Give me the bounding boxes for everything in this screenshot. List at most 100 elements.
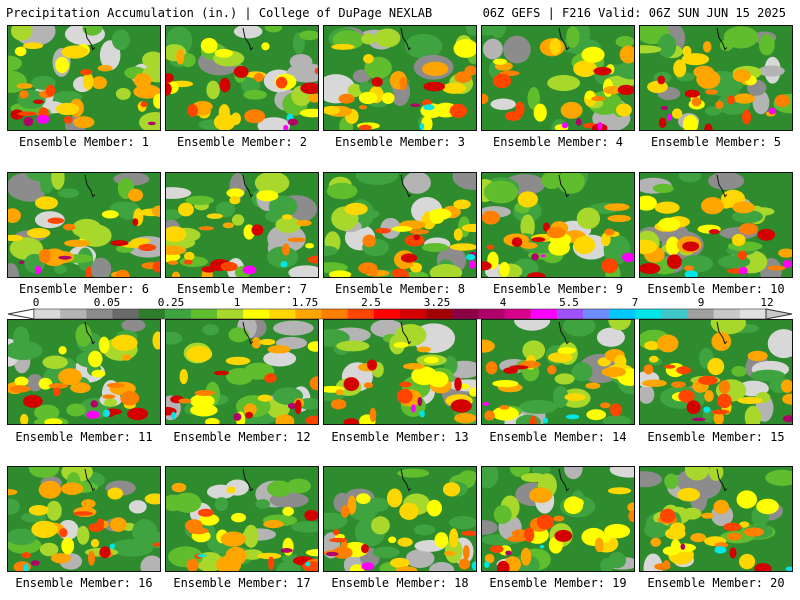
coastline bbox=[400, 174, 412, 198]
ensemble-map-panel bbox=[165, 466, 319, 572]
colorbar-swatch bbox=[504, 309, 532, 319]
colorbar-max-arrow bbox=[765, 308, 793, 320]
coastline bbox=[84, 468, 96, 492]
ensemble-member-label: Ensemble Member: 7 bbox=[176, 282, 308, 296]
colorbar-tick-label: 12 bbox=[760, 296, 774, 309]
colorbar: 0 0.05 0.25 1 1.75 2.5 3.25 4 5.5 7 9 12 bbox=[4, 296, 796, 320]
colorbar-tick-label: 1 bbox=[233, 296, 241, 309]
ensemble-member-label: Ensemble Member: 2 bbox=[176, 135, 308, 149]
ensemble-map-panel bbox=[165, 25, 319, 131]
ensemble-map-panel bbox=[639, 172, 793, 278]
colorbar-tick-label: 0.25 bbox=[157, 296, 185, 309]
colorbar-swatch bbox=[609, 309, 636, 319]
precip-field-map bbox=[640, 173, 792, 277]
colorbar-scale bbox=[7, 308, 793, 320]
colorbar-swatch bbox=[321, 309, 349, 319]
ensemble-member-label: Ensemble Member: 8 bbox=[334, 282, 466, 296]
ensemble-map-panel bbox=[481, 25, 635, 131]
product-title: Precipitation Accumulation (in.) | Colle… bbox=[6, 6, 433, 20]
ensemble-map-panel bbox=[639, 25, 793, 131]
colorbar-tick-label: 9 bbox=[697, 296, 705, 309]
ensemble-map-panel bbox=[7, 172, 161, 278]
ensemble-map-panel bbox=[165, 172, 319, 278]
precip-field-map bbox=[324, 320, 476, 424]
coastline bbox=[558, 174, 570, 198]
ensemble-member-label: Ensemble Member: 19 bbox=[489, 576, 627, 590]
run-valid-time: 06Z GEFS | F216 Valid: 06Z SUN JUN 15 20… bbox=[482, 6, 786, 20]
coastline bbox=[716, 174, 728, 198]
colorbar-swatch bbox=[661, 309, 688, 319]
colorbar-swatch bbox=[478, 309, 505, 319]
ensemble-member-label: Ensemble Member: 16 bbox=[15, 576, 153, 590]
colorbar-swatch bbox=[269, 309, 296, 319]
ensemble-member-label: Ensemble Member: 1 bbox=[18, 135, 150, 149]
coastline bbox=[400, 27, 412, 51]
ensemble-map-panel bbox=[639, 466, 793, 572]
coastline bbox=[716, 27, 728, 51]
ensemble-map-panel bbox=[639, 319, 793, 425]
ensemble-map-panel bbox=[7, 25, 161, 131]
ensemble-map-panel bbox=[481, 466, 635, 572]
colorbar-swatch bbox=[60, 309, 87, 319]
ensemble-member-label: Ensemble Member: 3 bbox=[334, 135, 466, 149]
ensemble-member-label: Ensemble Member: 9 bbox=[492, 282, 624, 296]
colorbar-swatch bbox=[635, 309, 662, 319]
coastline bbox=[558, 468, 570, 492]
colorbar-swatch bbox=[687, 309, 715, 319]
header: Precipitation Accumulation (in.) | Colle… bbox=[0, 0, 800, 24]
precip-field-map bbox=[482, 26, 634, 130]
colorbar-swatch bbox=[164, 309, 192, 319]
colorbar-swatch bbox=[217, 309, 244, 319]
colorbar-swatch bbox=[739, 309, 767, 319]
colorbar-swatch bbox=[400, 309, 427, 319]
ensemble-map-panel bbox=[481, 172, 635, 278]
precip-field-map bbox=[482, 320, 634, 424]
coastline bbox=[242, 27, 254, 51]
ensemble-member-label: Ensemble Member: 13 bbox=[331, 430, 469, 444]
coastline bbox=[558, 27, 570, 51]
ensemble-map-panel bbox=[7, 466, 161, 572]
colorbar-swatch bbox=[86, 309, 113, 319]
colorbar-tick-label: 4 bbox=[499, 296, 507, 309]
precip-field-map bbox=[324, 26, 476, 130]
coastline bbox=[84, 321, 96, 345]
ensemble-map-panel bbox=[323, 172, 477, 278]
ensemble-map-panel bbox=[7, 319, 161, 425]
precip-field-map bbox=[166, 173, 318, 277]
ensemble-member-label: Ensemble Member: 15 bbox=[647, 430, 785, 444]
colorbar-swatch bbox=[530, 309, 558, 319]
precip-field-map bbox=[8, 26, 160, 130]
precip-field-map bbox=[482, 467, 634, 571]
colorbar-min-arrow bbox=[7, 308, 35, 320]
colorbar-swatch bbox=[190, 309, 218, 319]
ensemble-member-label: Ensemble Member: 10 bbox=[647, 282, 785, 296]
colorbar-tick-label: 5.5 bbox=[559, 296, 579, 309]
colorbar-tick-label: 1.75 bbox=[291, 296, 319, 309]
ensemble-member-label: Ensemble Member: 6 bbox=[18, 282, 150, 296]
colorbar-swatch bbox=[713, 309, 741, 319]
precip-field-map bbox=[324, 467, 476, 571]
coastline bbox=[84, 27, 96, 51]
coastline bbox=[242, 468, 254, 492]
precip-field-map bbox=[324, 173, 476, 277]
ensemble-member-label: Ensemble Member: 11 bbox=[15, 430, 153, 444]
ensemble-member-label: Ensemble Member: 5 bbox=[650, 135, 782, 149]
precip-field-map bbox=[640, 26, 792, 130]
colorbar-swatch bbox=[243, 309, 270, 319]
ensemble-map-panel bbox=[481, 319, 635, 425]
coastline bbox=[400, 468, 412, 492]
colorbar-swatch bbox=[138, 309, 166, 319]
colorbar-swatch bbox=[112, 309, 139, 319]
ensemble-map-panel bbox=[323, 25, 477, 131]
ensemble-map-panel bbox=[165, 319, 319, 425]
ensemble-member-label: Ensemble Member: 20 bbox=[647, 576, 785, 590]
ensemble-member-label: Ensemble Member: 12 bbox=[173, 430, 311, 444]
coastline bbox=[84, 174, 96, 198]
precip-field-map bbox=[482, 173, 634, 277]
colorbar-swatch bbox=[426, 309, 453, 319]
colorbar-swatch bbox=[373, 309, 401, 319]
precip-field-map bbox=[8, 173, 160, 277]
coastline bbox=[716, 468, 728, 492]
colorbar-swatch bbox=[452, 309, 479, 319]
ensemble-member-label: Ensemble Member: 4 bbox=[492, 135, 624, 149]
